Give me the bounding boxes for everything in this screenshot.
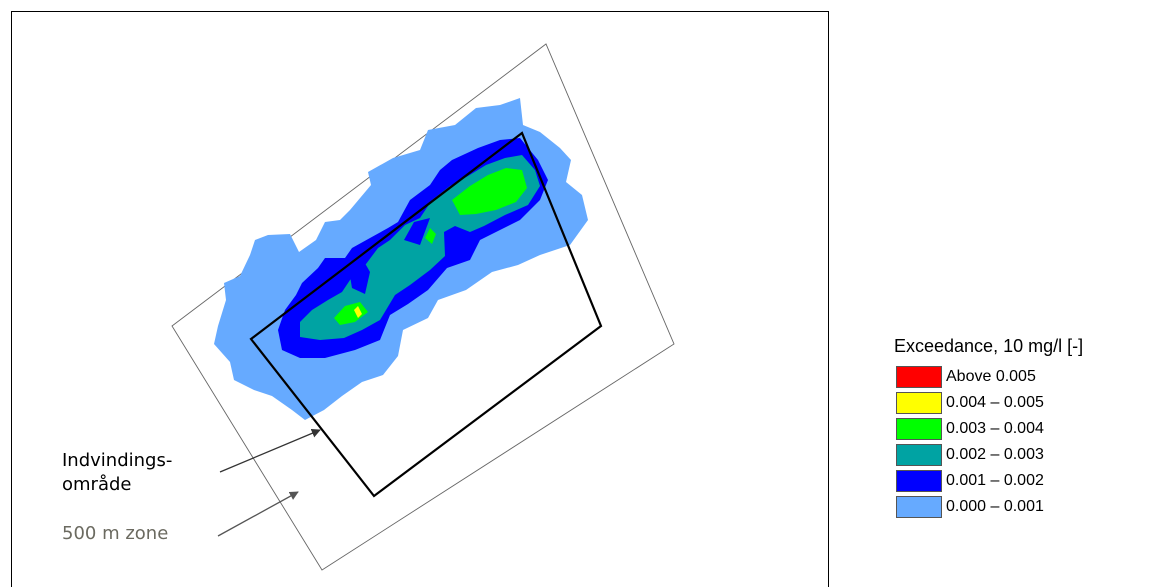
legend-label: 0.004 – 0.005 — [946, 394, 1044, 411]
legend-item: 0.000 – 0.001 — [894, 494, 1083, 520]
legend-label: 0.002 – 0.003 — [946, 446, 1044, 463]
legend-title: Exceedance, 10 mg/l [-] — [894, 336, 1084, 356]
legend-swatch — [896, 444, 942, 466]
legend-swatch — [896, 392, 942, 414]
legend-swatch — [896, 496, 942, 518]
legend-swatch — [896, 418, 942, 440]
legend-swatch — [896, 470, 942, 492]
contour-band-004-005 — [354, 306, 362, 318]
map-frame — [11, 11, 829, 587]
legend-swatch — [896, 366, 942, 388]
legend-label: Above 0.005 — [946, 368, 1036, 385]
zone-leader-arrow — [217, 491, 299, 537]
contour-band-003-004 — [452, 168, 527, 215]
legend-item: 0.001 – 0.002 — [894, 468, 1083, 494]
legend-item: 0.004 – 0.005 — [894, 390, 1083, 416]
legend-label: 0.001 – 0.002 — [946, 472, 1044, 489]
legend-item: 0.003 – 0.004 — [894, 416, 1083, 442]
legend-label: 0.000 – 0.001 — [946, 498, 1044, 515]
zone-500m-outline — [171, 43, 675, 571]
indvinding-leader-arrow — [219, 428, 321, 473]
contour-hole-2 — [404, 218, 430, 245]
indvindingsomraade-outline — [249, 131, 603, 498]
legend-item: Above 0.005 — [894, 364, 1083, 390]
contour-band-003-004-small-1 — [334, 302, 368, 325]
contour-hole-1 — [348, 258, 370, 294]
indvindingsomraade-label: Indvindings-område — [62, 450, 173, 495]
legend: Exceedance, 10 mg/l [-] Above 0.005 0.00… — [894, 336, 1083, 520]
zone-500m-label: 500 m zone — [62, 523, 169, 544]
legend-label: 0.003 – 0.004 — [946, 420, 1044, 437]
contour-band-003-004-small-2 — [425, 228, 436, 244]
legend-item: 0.002 – 0.003 — [894, 442, 1083, 468]
